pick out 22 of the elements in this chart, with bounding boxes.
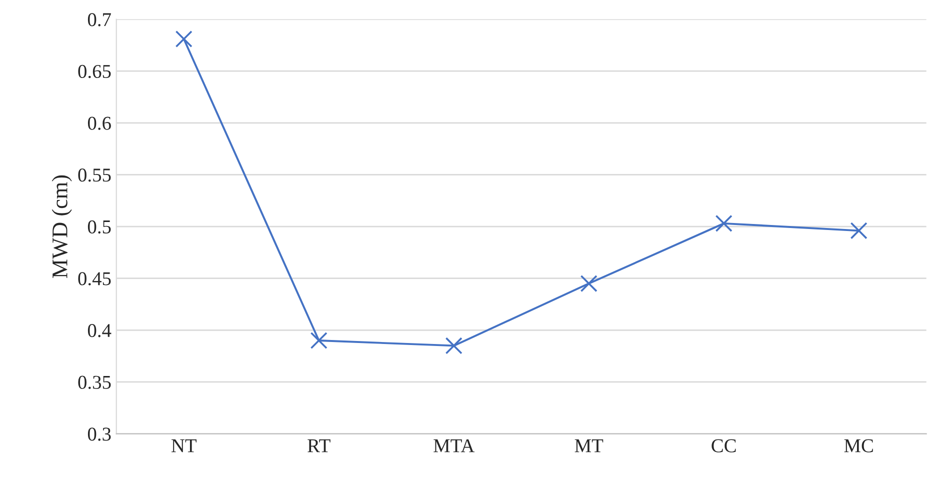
y-tick-label: 0.65: [78, 64, 111, 78]
y-tick-label: 0.55: [78, 168, 111, 182]
point: [445, 337, 462, 354]
x-tick-label: RT: [308, 439, 330, 452]
y-tick-label: 0.7: [88, 13, 111, 26]
x-tick-label: NT: [171, 439, 197, 452]
y-tick-label: 0.4: [88, 324, 112, 338]
point: [850, 222, 868, 240]
point: [715, 214, 732, 232]
y-tick-label: 0.5: [88, 220, 111, 234]
y-tick-label: 0.45: [78, 272, 111, 286]
y-axis-title: MWD (cm): [52, 175, 72, 278]
point: [580, 274, 598, 292]
x-tick-label: CC: [712, 439, 736, 452]
x-tick-label: MC: [844, 439, 873, 452]
point: [175, 30, 192, 48]
x-tick-label: MTA: [434, 439, 475, 452]
x-tick-label: MT: [574, 439, 604, 452]
y-tick-label: 0.3: [88, 428, 111, 441]
y-tick-label: 0.35: [78, 376, 111, 390]
point: [310, 332, 328, 350]
y-tick-label: 0.6: [88, 116, 111, 130]
